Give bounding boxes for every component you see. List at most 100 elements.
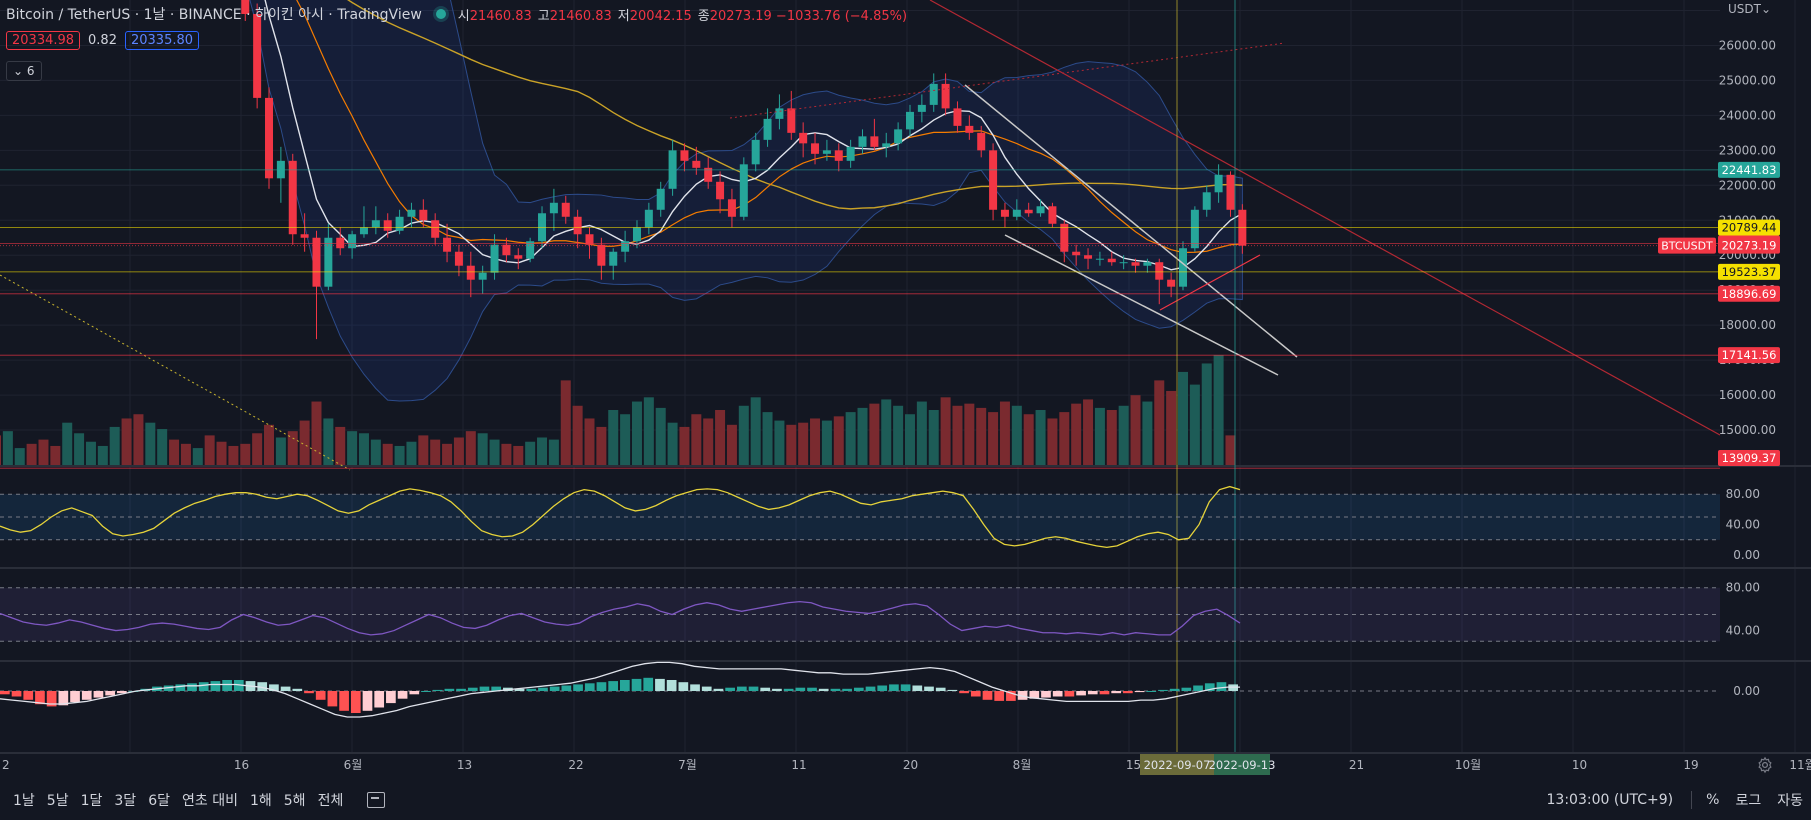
macd-histogram-bar [187, 683, 197, 691]
volume-bar [1106, 410, 1117, 465]
macd-histogram-bar [81, 691, 92, 700]
price-label-text: 20273.19 [1722, 239, 1777, 253]
candle-body [1024, 209, 1033, 214]
volume-bar [85, 441, 96, 465]
macd-histogram-bar [467, 687, 478, 691]
range-ytd[interactable]: 연초 대비 [181, 793, 238, 809]
candle-body [1214, 174, 1223, 193]
clock-timezone[interactable]: 13:03:00 (UTC+9) [1546, 792, 1674, 808]
macd-histogram-bar [269, 684, 279, 691]
volume-bar [1059, 412, 1070, 465]
time-axis-tick: 7월 [678, 758, 697, 772]
candle-body [941, 83, 950, 109]
candle-body [300, 234, 309, 238]
percent-toggle[interactable]: % [1706, 792, 1720, 808]
range-1y[interactable]: 1해 [249, 793, 272, 809]
volume-bar [501, 443, 512, 465]
volume-bar [1047, 418, 1058, 465]
macd-histogram-bar [748, 686, 759, 691]
time-axis-tick: 2 [2, 758, 10, 772]
volume-bar [74, 433, 85, 465]
ma-short-line [264, 0, 1243, 271]
volume-bar [192, 448, 203, 465]
macd-histogram-bar [596, 682, 607, 691]
range-6m[interactable]: 6달 [148, 793, 170, 809]
macd-histogram-bar [514, 688, 525, 691]
macd-histogram-bar [0, 691, 10, 695]
candle-body [454, 251, 463, 266]
range-3m[interactable]: 3달 [114, 793, 137, 809]
macd-histogram-bar [327, 691, 338, 707]
time-axis-tick: 11월 [1789, 758, 1811, 772]
macd-histogram-bar [994, 691, 1005, 701]
macd-histogram-bar [304, 691, 314, 694]
symbol-title[interactable]: Bitcoin / TetherUS · 1날 · BINANCE · 하이킨 … [6, 7, 422, 23]
macd-histogram-bar [1064, 691, 1075, 697]
range-5y[interactable]: 5해 [283, 793, 306, 809]
volume-bar [228, 445, 239, 465]
macd-histogram-bar [1041, 691, 1051, 698]
macd-histogram-bar [1029, 691, 1040, 699]
volume-bar [180, 443, 191, 465]
candle-body [597, 244, 606, 266]
stoch-line [0, 485, 1241, 549]
macd-histogram-bar [1158, 689, 1168, 691]
indicators-collapse-button[interactable]: ⌄ 6 [6, 61, 42, 81]
candle-body [704, 167, 713, 182]
buy-price-button[interactable]: 20335.80 [124, 31, 200, 50]
goto-date-icon[interactable] [367, 792, 386, 808]
volume-bar [157, 429, 168, 465]
macd-histogram-bar [1204, 683, 1215, 691]
price-axis-tick: 16000.00 [1719, 388, 1776, 402]
log-toggle[interactable]: 로그 [1735, 793, 1762, 809]
volume-bar [311, 401, 322, 465]
macd-histogram-bar [1099, 691, 1110, 695]
macd-histogram-bar [935, 687, 946, 691]
macd-histogram-bar [339, 691, 349, 711]
trendline-down-red [929, 0, 1721, 436]
volume-bar [442, 443, 453, 465]
macd-histogram-bar [257, 682, 268, 691]
range-1m[interactable]: 1달 [80, 793, 103, 809]
candle-body [359, 227, 368, 235]
time-axis-tick: 10 [1572, 758, 1587, 772]
macd-histogram-bar [924, 686, 934, 691]
range-5d[interactable]: 5날 [46, 793, 69, 809]
candle-body [1167, 279, 1176, 287]
volume-bar [976, 407, 987, 465]
macd-histogram-bar [350, 691, 361, 713]
rsi-axis-tick: 80.00 [1726, 581, 1760, 595]
gear-icon[interactable] [1756, 756, 1774, 774]
auto-toggle[interactable]: 자동 [1777, 793, 1803, 809]
time-axis-tick: 8월 [1013, 758, 1032, 772]
volume-bar [845, 412, 856, 465]
currency-selector[interactable]: USDT⌄ [1728, 2, 1771, 16]
range-all[interactable]: 전체 [317, 793, 344, 809]
volume-bar [358, 433, 369, 465]
candle-body [443, 237, 452, 252]
macd-histogram-bar [760, 687, 771, 691]
volume-bar [560, 380, 571, 465]
range-1d[interactable]: 1날 [13, 793, 35, 809]
channel-line-upper [964, 84, 1298, 358]
macd-histogram-bar [561, 685, 572, 691]
candle-body [490, 244, 499, 273]
candle-body [1107, 258, 1116, 263]
sell-price-button[interactable]: 20334.98 [6, 31, 81, 50]
price-axis-tick: 23000.00 [1719, 143, 1776, 157]
candle-body [811, 143, 820, 154]
date-marker-badge [1214, 754, 1270, 775]
price-label-text: 22441.83 [1722, 163, 1777, 177]
candle-body [1060, 223, 1069, 252]
macd-axis-tick: 0.00 [1733, 684, 1760, 698]
macd-histogram-bar [970, 691, 981, 697]
volume-bar [821, 420, 832, 465]
candle-body [739, 164, 748, 217]
trendline-top-dotted [729, 42, 1286, 119]
candle-body [395, 216, 404, 231]
candle-body [1072, 251, 1081, 256]
macd-histogram-bar [631, 678, 642, 691]
volume-bar [881, 399, 892, 465]
macd-histogram-bar [690, 684, 700, 691]
